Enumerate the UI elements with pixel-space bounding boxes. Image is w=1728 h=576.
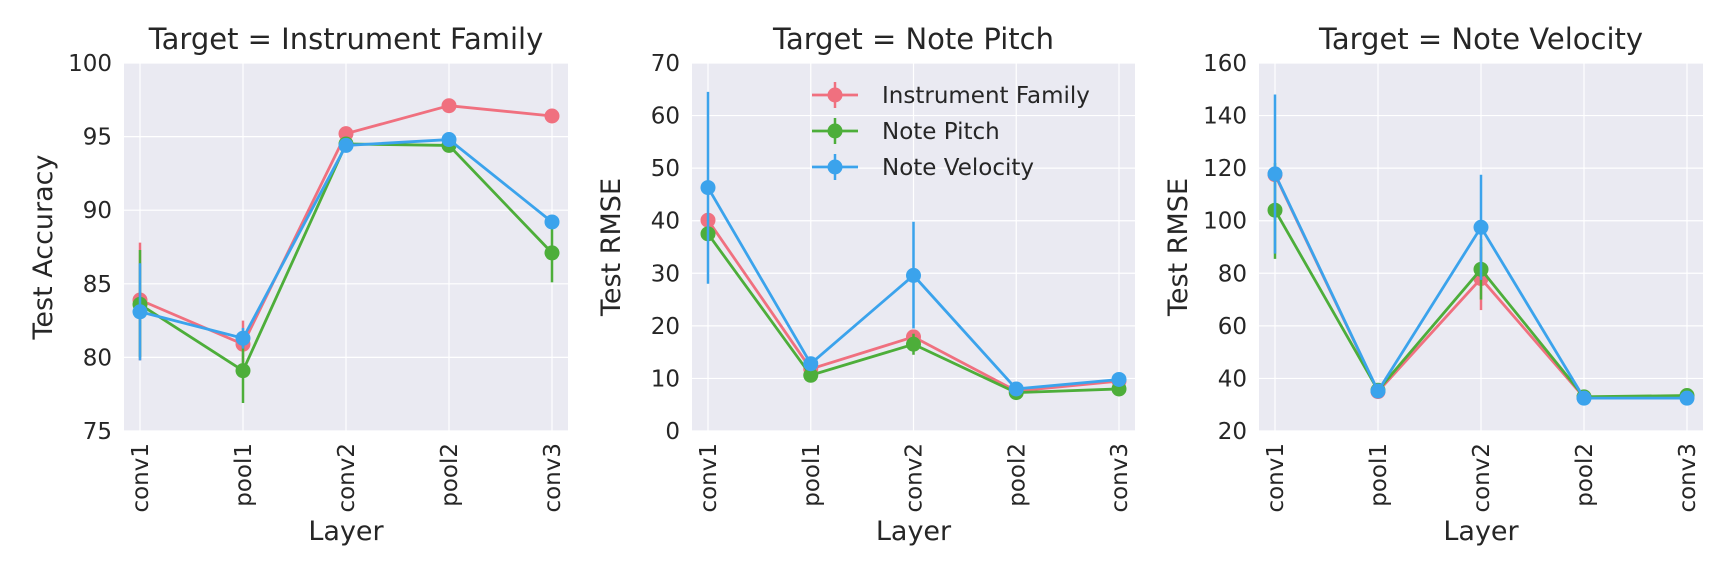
chart-title: Target = Note Pitch [772, 22, 1054, 56]
x-axis-label: Layer [876, 516, 952, 547]
y-tick-label: 20 [1218, 419, 1247, 445]
x-tick-label: conv1 [128, 443, 154, 513]
series-note-velocity [132, 132, 560, 361]
data-point [1370, 383, 1386, 399]
legend-label: Note Pitch [882, 119, 1000, 145]
chart-panel-2: 0 10 20 30 40 50 60 70 conv1 pool1 conv2 pool2 conv3… [596, 22, 1135, 547]
legend-entry: Note Pitch [812, 118, 1000, 145]
y-tick-label: 30 [651, 261, 680, 287]
legend: Instrument Family Note Pitch Note Velocity [812, 82, 1090, 181]
legend-marker [827, 87, 843, 103]
legend-entry: Instrument Family [812, 82, 1090, 109]
data-point [1473, 219, 1489, 235]
x-tick-label: conv1 [696, 443, 722, 513]
data-point [132, 304, 148, 320]
data-point [544, 108, 560, 124]
data-point [544, 245, 560, 261]
y-tick-label: 40 [1218, 366, 1247, 392]
y-tick-label: 85 [83, 272, 112, 298]
x-tick-label: conv2 [334, 443, 360, 513]
x-tick-label: pool2 [1572, 443, 1598, 507]
data-point [338, 137, 354, 153]
y-tick-label: 20 [651, 314, 680, 340]
y-tick-label: 160 [1203, 51, 1247, 77]
data-point [235, 330, 251, 346]
y-tick-label: 95 [83, 125, 112, 151]
y-tick-label: 120 [1203, 156, 1247, 182]
y-tick-label: 60 [651, 104, 680, 130]
y-tick-label: 70 [651, 51, 680, 77]
x-tick-label: pool2 [1004, 443, 1030, 507]
y-tick-label: 40 [651, 209, 680, 235]
chart-title: Target = Instrument Family [148, 22, 544, 56]
data-point [544, 214, 560, 230]
y-tick-label: 140 [1203, 104, 1247, 130]
x-tick-label: conv1 [1263, 443, 1289, 513]
x-tick-label: pool1 [231, 443, 257, 507]
chart-panel-1: 75 80 85 90 95 100 conv1 pool1 conv2 pool2 conv3 Ta… [28, 22, 568, 547]
data-point [338, 126, 354, 142]
data-point [1576, 390, 1592, 406]
data-point [906, 336, 921, 352]
data-point [803, 356, 819, 372]
y-tick-label: 100 [1203, 209, 1247, 235]
data-point [1267, 166, 1283, 182]
legend-marker [827, 159, 843, 175]
legend-entry: Note Velocity [812, 154, 1034, 181]
x-tick-label: conv3 [1107, 443, 1133, 513]
y-tick-label: 75 [83, 419, 112, 445]
legend-marker [827, 123, 843, 139]
y-tick-label: 10 [651, 366, 680, 392]
x-tick-label: pool1 [1366, 443, 1392, 507]
y-tick-label: 90 [83, 198, 112, 224]
x-tick-label: conv2 [902, 443, 928, 513]
x-axis-label: Layer [1443, 516, 1519, 547]
series-note-velocity [1267, 94, 1695, 406]
series-note-velocity [700, 91, 1127, 397]
y-axis-label: Test RMSE [1163, 178, 1194, 317]
y-tick-label: 0 [665, 419, 680, 445]
y-axis-label: Test RMSE [596, 178, 627, 317]
data-point [235, 363, 251, 379]
x-axis-label: Layer [308, 516, 384, 547]
y-tick-label: 100 [68, 51, 112, 77]
legend-label: Note Velocity [882, 155, 1034, 181]
legend-label: Instrument Family [882, 83, 1090, 109]
x-tick-label: pool1 [799, 443, 825, 507]
x-tick-label: pool2 [437, 443, 463, 507]
x-tick-label: conv2 [1469, 443, 1495, 513]
y-tick-label: 60 [1218, 314, 1247, 340]
data-point [441, 132, 457, 148]
data-point [441, 98, 457, 114]
data-point [1111, 371, 1127, 387]
data-point [1679, 390, 1695, 406]
x-tick-label: conv3 [1675, 443, 1701, 513]
y-tick-label: 80 [1218, 261, 1247, 287]
data-point [803, 367, 819, 383]
y-tick-label: 80 [83, 345, 112, 371]
data-point [1008, 381, 1024, 397]
data-point [700, 180, 716, 196]
x-tick-label: conv3 [540, 443, 566, 513]
chart-title: Target = Note Velocity [1318, 22, 1643, 56]
chart-panel-3: 20 40 60 80 100 120 140 160 conv1 pool1 conv2 pool2… [1163, 22, 1703, 547]
data-point [906, 267, 921, 283]
y-axis-label: Test Accuracy [28, 154, 59, 340]
y-tick-label: 50 [651, 156, 680, 182]
